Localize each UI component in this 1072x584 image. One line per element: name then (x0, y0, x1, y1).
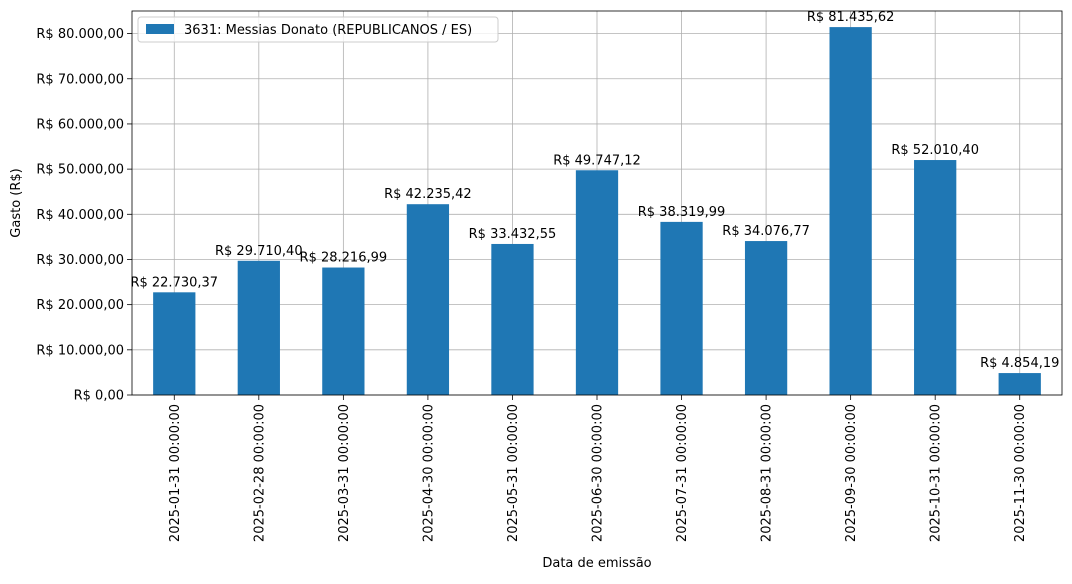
y-tick-label: R$ 30.000,00 (36, 253, 124, 268)
bar-value-label: R$ 22.730,37 (130, 275, 218, 290)
y-tick-label: R$ 0,00 (74, 389, 124, 404)
y-axis: R$ 0,00 R$ 10.000,00 R$ 20.000,00 R$ 30.000… (36, 27, 132, 404)
bar-value-label: R$ 34.076,77 (722, 224, 810, 239)
y-tick-label: R$ 50.000,00 (36, 163, 124, 178)
bar (153, 292, 196, 395)
y-axis-title: Gasto (R$) (9, 168, 24, 237)
bar (322, 267, 365, 395)
y-tick-label: R$ 10.000,00 (36, 343, 124, 358)
legend: 3631: Messias Donato (REPUBLICANOS / ES) (137, 16, 499, 43)
bar (829, 27, 872, 396)
y-tick-label: R$ 60.000,00 (36, 117, 124, 132)
bar-value-label: R$ 81.435,62 (807, 10, 895, 25)
legend-box (137, 16, 499, 43)
x-tick-label: 2025-05-31 00:00:00 (506, 404, 521, 542)
y-tick-label: R$ 40.000,00 (36, 208, 124, 223)
x-tick-label: 2025-08-31 00:00:00 (760, 404, 775, 542)
legend-swatch (146, 24, 174, 34)
bar-value-label: R$ 49.747,12 (553, 153, 641, 168)
bar-value-label: R$ 29.710,40 (215, 244, 303, 259)
bar (914, 160, 957, 395)
bar (998, 373, 1041, 395)
bar (237, 260, 280, 395)
x-axis: 2025-01-31 00:00:00 2025-02-28 00:00:00 20… (168, 395, 1028, 542)
x-tick-label: 2025-10-31 00:00:00 (929, 404, 944, 542)
y-tick-label: R$ 80.000,00 (36, 27, 124, 42)
x-tick-label: 2025-06-30 00:00:00 (591, 404, 606, 542)
x-axis-title: Data de emissão (542, 556, 651, 571)
bar (660, 221, 703, 395)
bar-value-label: R$ 42.235,42 (384, 187, 472, 202)
bar (491, 243, 534, 395)
y-tick-label: R$ 70.000,00 (36, 72, 124, 87)
data-labels: R$ 22.730,37 R$ 29.710,40R$ 28.216,99 R$ 4… (130, 10, 1059, 371)
bar-value-label: R$ 38.319,99 (638, 205, 726, 220)
legend-label: 3631: Messias Donato (REPUBLICANOS / ES) (184, 23, 472, 38)
bar (744, 241, 788, 395)
bar (406, 204, 450, 395)
x-tick-label: 2025-11-30 00:00:00 (1013, 404, 1028, 542)
x-tick-label: 2025-01-31 00:00:00 (168, 404, 183, 542)
bars (153, 27, 1041, 396)
y-tick-label: R$ 20.000,00 (36, 298, 124, 313)
x-tick-label: 2025-07-31 00:00:00 (675, 404, 690, 542)
bar (575, 170, 619, 395)
bar-value-label: R$ 4.854,19 (980, 356, 1059, 371)
x-tick-label: 2025-02-28 00:00:00 (252, 404, 267, 542)
x-tick-label: 2025-03-31 00:00:00 (337, 404, 352, 542)
bar-value-label: R$ 52.010,40 (891, 143, 979, 158)
bar-value-label: R$ 28.216,99 (300, 251, 388, 266)
bar-value-label: R$ 33.432,55 (469, 227, 557, 242)
x-tick-label: 2025-04-30 00:00:00 (421, 404, 436, 542)
x-tick-label: 2025-09-30 00:00:00 (844, 404, 859, 542)
